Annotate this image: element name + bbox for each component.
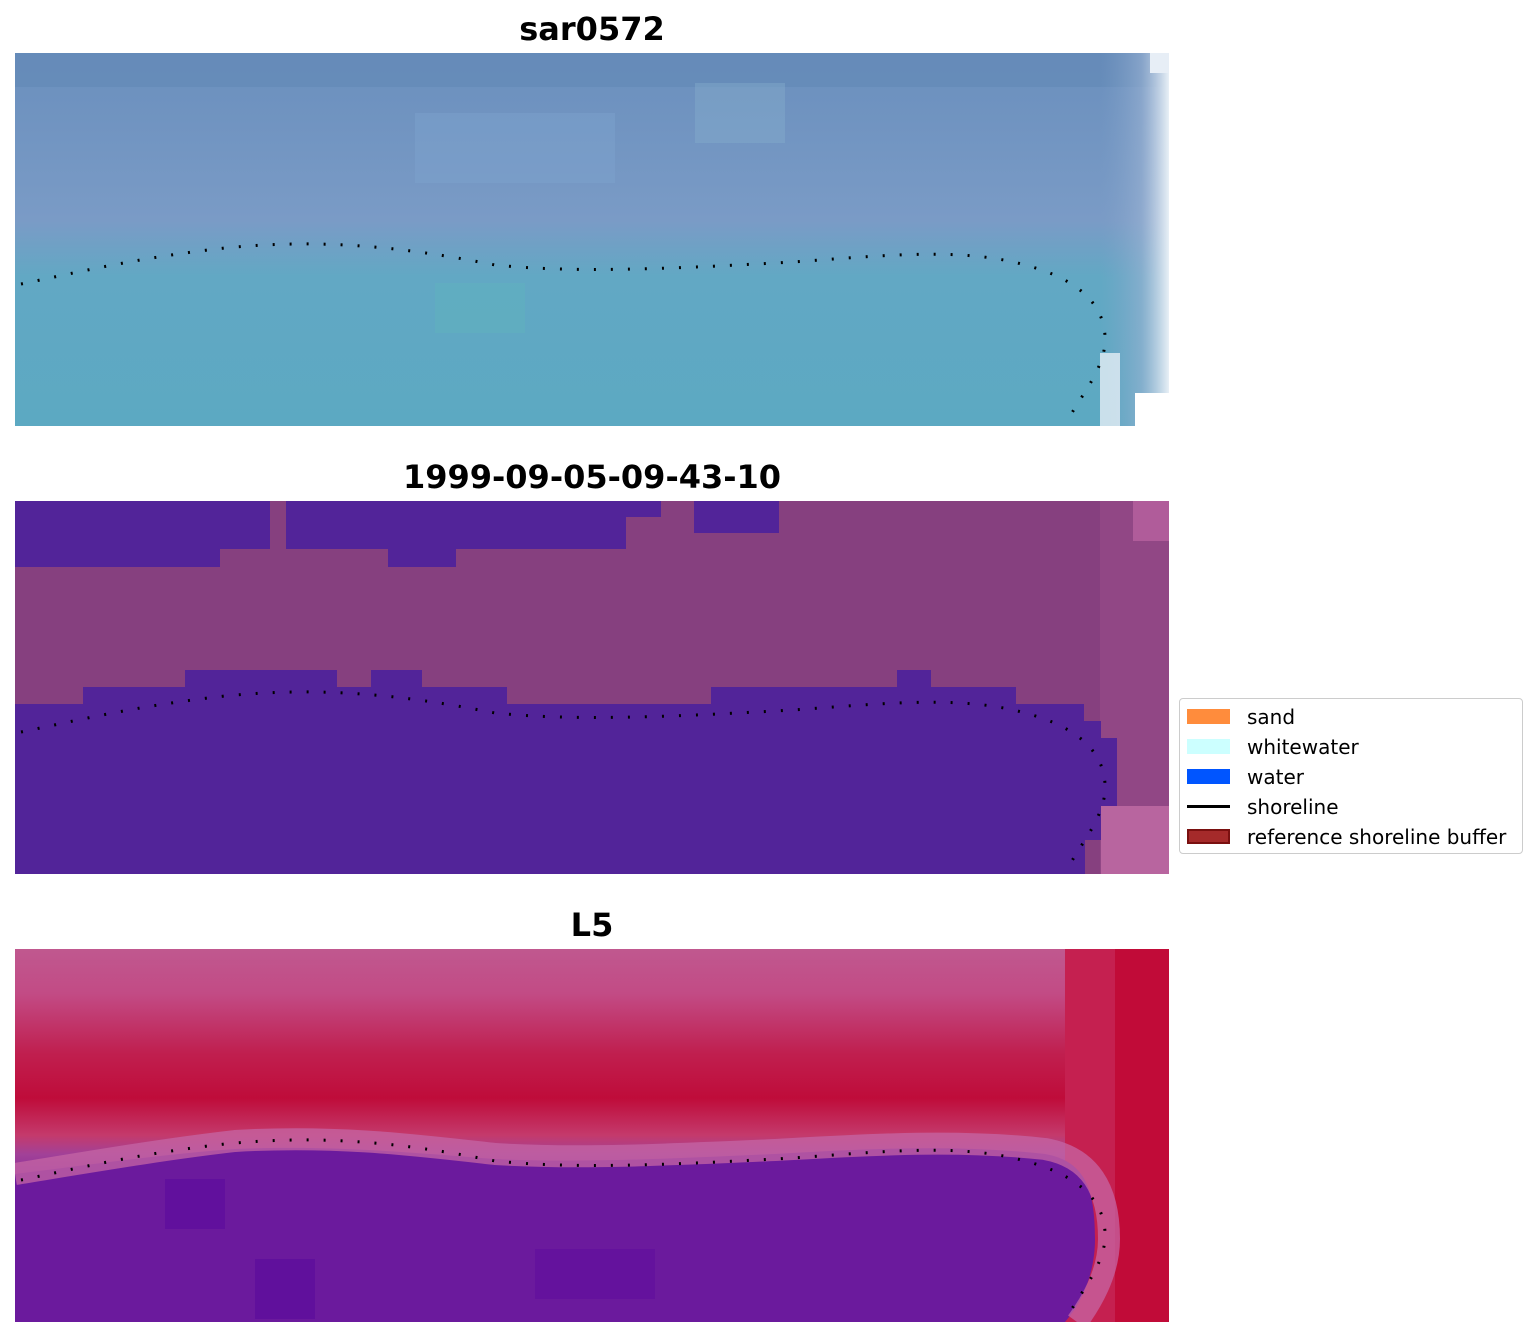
legend-item-shoreline: shoreline	[1180, 791, 1522, 821]
legend-item-whitewater: whitewater	[1180, 731, 1522, 761]
legend-swatch-sand	[1187, 709, 1230, 724]
rgb-image-panel	[15, 53, 1169, 426]
legend-label-reference-buffer: reference shoreline buffer	[1247, 825, 1507, 849]
legend-swatch-whitewater	[1187, 739, 1230, 754]
legend-line-shoreline	[1187, 805, 1230, 808]
classified-image-panel	[15, 501, 1169, 874]
index-image-panel	[15, 949, 1169, 1322]
legend-item-sand: sand	[1180, 701, 1522, 731]
legend-swatch-reference-buffer	[1187, 829, 1230, 844]
legend-item-water: water	[1180, 761, 1522, 791]
legend: sand whitewater water shoreline referenc…	[1179, 698, 1523, 854]
legend-label-sand: sand	[1247, 705, 1296, 729]
legend-label-whitewater: whitewater	[1247, 735, 1359, 759]
panel-title-index: L5	[570, 906, 614, 944]
legend-item-reference-shoreline-buffer: reference shoreline buffer	[1180, 821, 1522, 851]
legend-label-shoreline: shoreline	[1247, 795, 1339, 819]
panel-title-rgb: sar0572	[519, 10, 665, 48]
legend-swatch-water	[1187, 769, 1230, 784]
legend-label-water: water	[1247, 765, 1304, 789]
panel-title-classified: 1999-09-05-09-43-10	[402, 458, 782, 496]
